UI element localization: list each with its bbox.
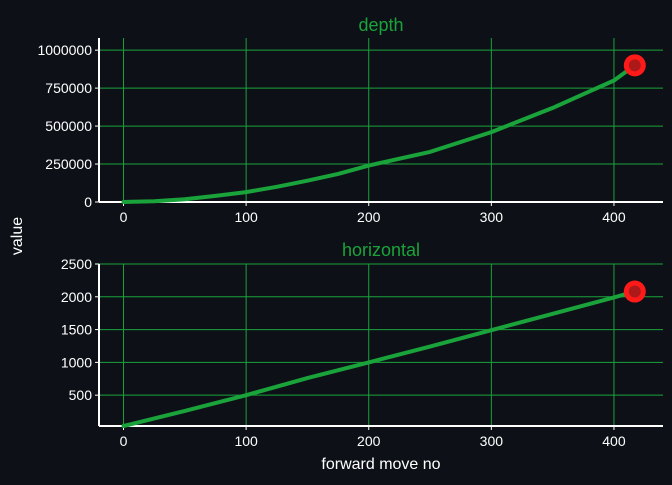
depth-y-tick-label: 500000 [45,118,92,134]
depth-data-point [612,79,616,83]
horizontal-data-point [489,328,493,332]
depth-data-point [122,200,126,204]
depth-x-tick-label: 200 [357,209,381,225]
horizontal-series-line [121,289,637,428]
depth-data-point [489,130,493,134]
horizontal-highlight-marker-core [628,285,641,298]
depth-data-point [367,164,371,168]
depth-data-point [397,157,401,161]
depth-data-point [213,194,217,198]
depth-y-tick-label: 250000 [45,156,92,172]
horizontal-y-tick-label: 2500 [61,256,92,272]
horizontal-x-tick-label: 300 [480,433,504,449]
depth-x-tick-label: 300 [480,209,504,225]
depth-data-point [520,118,524,122]
depth-y-tick-label: 750000 [45,80,92,96]
depth-data-point [459,140,463,144]
horizontal-y-tick-label: 500 [69,387,93,403]
horizontal-data-point [367,360,371,364]
horizontal-y-tick-label: 1500 [61,322,92,338]
depth-data-point [581,92,585,96]
depth-x-tick-label: 0 [120,209,128,225]
depth-data-point [336,172,340,176]
depth-x-tick-label: 400 [602,209,626,225]
horizontal-x-tick-label: 400 [602,433,626,449]
depth-data-point [305,179,309,183]
depth-highlight-marker-core [628,59,641,72]
depth-data-point [152,199,156,203]
depth-series-line [121,63,637,204]
depth-data-point [244,190,248,194]
horizontal-data-point [183,409,187,413]
horizontal-panel-title: horizontal [342,240,420,260]
depth-y-tick-label: 0 [84,194,92,210]
depth-data-point [428,150,432,154]
depth-data-point [551,106,555,110]
horizontal-y-tick-label: 2000 [61,289,92,305]
depth-x-tick-label: 100 [234,209,258,225]
horizontal-data-point [612,295,616,299]
horizontal-data-point [244,393,248,397]
shared-x-axis-label: forward move no [321,456,440,473]
depth-panel-title: depth [358,15,403,35]
horizontal-data-point [122,424,126,428]
depth-data-point [183,197,187,201]
horizontal-data-point [305,376,309,380]
horizontal-y-tick-label: 1000 [61,354,92,370]
depth-panel: depth 0 100 200 300 400 0 250000 500000 750000 10… [37,15,663,225]
horizontal-x-tick-label: 100 [234,433,258,449]
horizontal-panel: horizontal 0 100 200 300 400 500 1000 1500 2000 2… [61,240,663,449]
horizontal-x-tick-label: 0 [120,433,128,449]
depth-y-tick-label: 1000000 [37,42,92,58]
shared-y-axis-label: value [9,217,26,255]
horizontal-data-point [428,345,432,349]
horizontal-x-tick-label: 200 [357,433,381,449]
depth-data-point [275,185,279,189]
horizontal-data-point [551,312,555,316]
